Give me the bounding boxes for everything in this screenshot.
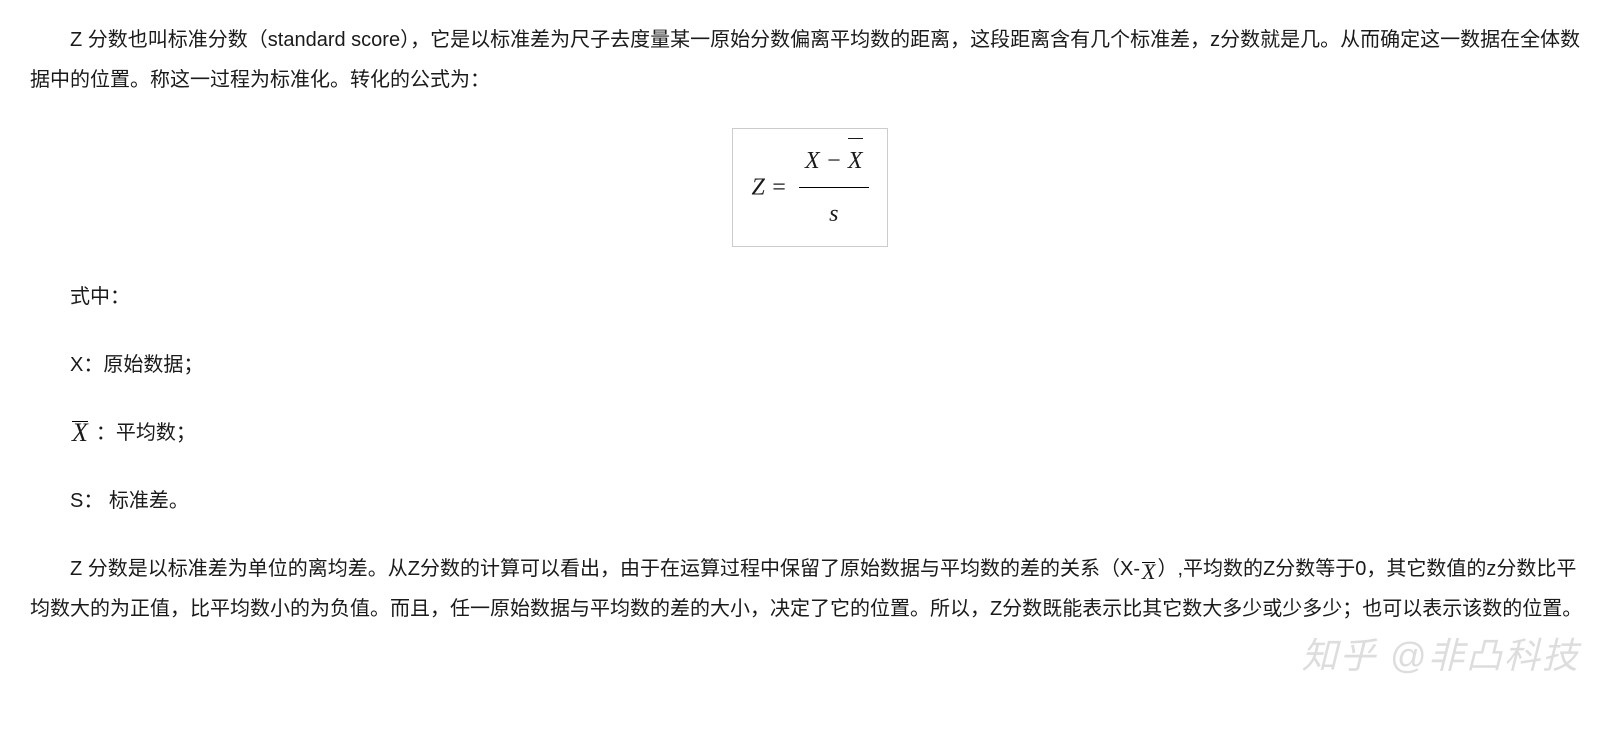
formula-box: Z = X − X s [732, 128, 887, 247]
watermark: 知乎 @非凸科技 [1301, 620, 1580, 692]
xbar-symbol: X [70, 421, 90, 446]
xbar-symbol-letter: X [72, 418, 88, 447]
def-s: S： 标准差。 [30, 481, 1590, 521]
defs-heading: 式中： [30, 277, 1590, 317]
def-xbar: X ：平均数； [30, 413, 1590, 453]
def-xbar-text: ：平均数； [96, 413, 196, 453]
p2-xbar: X [1140, 562, 1157, 583]
p2-xbar-letter: X [1142, 559, 1155, 584]
formula-lhs: Z = [751, 175, 787, 201]
num-x: X [805, 148, 820, 174]
num-xbar: X [848, 137, 863, 185]
intro-paragraph: Z 分数也叫标准分数（standard score），它是以标准差为尺子去度量某… [30, 20, 1590, 100]
formula-container: Z = X − X s [30, 128, 1590, 247]
definitions: 式中： X：原始数据； X ：平均数； S： 标准差。 [30, 277, 1590, 521]
formula-numerator: X − X [799, 137, 869, 188]
formula-fraction: X − X s [799, 137, 869, 238]
def-x: X：原始数据； [30, 345, 1590, 385]
paragraph-2: Z 分数是以标准差为单位的离均差。从Z分数的计算可以看出，由于在运算过程中保留了… [30, 549, 1590, 629]
formula-denominator: s [799, 188, 869, 238]
p2-a: Z 分数是以标准差为单位的离均差。从Z分数的计算可以看出，由于在运算过程中保留了… [70, 558, 1140, 580]
num-minus: − [820, 148, 848, 174]
